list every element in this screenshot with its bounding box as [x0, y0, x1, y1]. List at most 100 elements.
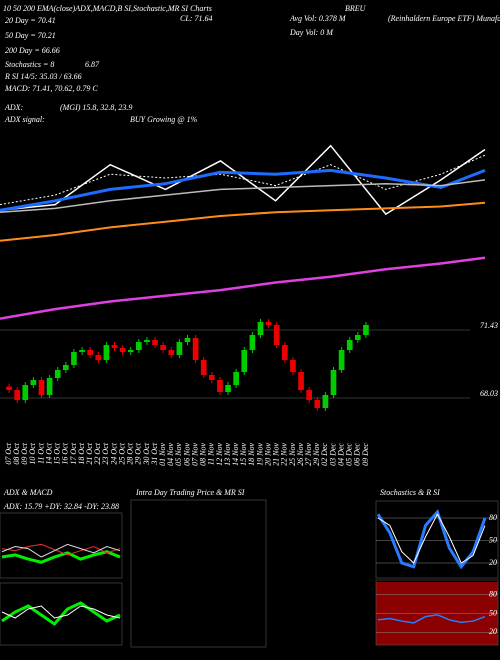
x-tick-label: 22 Oct [93, 442, 102, 464]
candle-body [200, 360, 207, 375]
candle-body [273, 325, 280, 345]
y-tick-label: 20 [489, 627, 497, 636]
candle-body [363, 325, 369, 335]
annotation: BREU [345, 4, 367, 13]
y-tick-label: 50 [489, 608, 497, 617]
x-tick-label: 13 Nov [223, 443, 232, 466]
series-line [377, 513, 486, 564]
candle-body [160, 345, 167, 350]
annotation: 10 50 200 EMA(close)ADX,MACD,B SI,Stocha… [3, 4, 212, 13]
x-tick-label: 23 Oct [101, 442, 110, 464]
annotation: ADX signal: [4, 115, 45, 124]
series-line [0, 201, 486, 242]
candle-body [62, 365, 69, 370]
series-line [0, 144, 486, 216]
annotation: 50 Day = 70.21 [5, 31, 56, 40]
candle-body [314, 400, 321, 408]
x-tick-label: 19 Nov [255, 443, 264, 466]
x-tick-label: 30 Oct [142, 442, 151, 465]
series-line [1, 550, 121, 564]
candle-body [103, 345, 110, 360]
x-tick-label: 06 Dec [353, 443, 362, 466]
panel-title: Intra Day Trading Price & MR SI [135, 488, 245, 497]
x-tick-label: 15 Nov [239, 443, 248, 466]
x-tick-label: 07 Oct [4, 442, 13, 464]
candle-body [322, 395, 329, 408]
x-tick-label: 03 Dec [328, 443, 337, 466]
x-tick-label: 11 Oct [36, 442, 45, 464]
x-tick-label: 29 Nov [312, 443, 321, 466]
x-tick-label: 18 Nov [247, 443, 256, 466]
candle-body [208, 375, 215, 380]
x-tick-label: 31 Oct [150, 442, 159, 465]
candle-body [330, 370, 337, 395]
panel-title: Stochastics & R SI [380, 488, 440, 497]
x-tick-label: 05 Nov [174, 443, 183, 466]
annotation: 20 Day = 70.41 [5, 16, 56, 25]
annotation: R SI 14/5: 35.03 / 63.66 [4, 72, 82, 81]
candle-body [152, 340, 158, 345]
series-line [0, 179, 486, 213]
x-tick-label: 12 Nov [215, 443, 224, 466]
candle-body [79, 350, 85, 352]
panel-frame [375, 500, 499, 579]
panel-frame [375, 579, 499, 646]
candle-body [127, 350, 134, 352]
candle-body [22, 385, 29, 400]
x-tick-label: 24 Oct [109, 442, 118, 464]
candle-body [38, 380, 45, 395]
candle-body [233, 372, 240, 385]
x-tick-label: 18 Oct [77, 442, 86, 464]
candle-body [346, 340, 353, 350]
candle-body [281, 345, 288, 360]
series-line [1, 601, 121, 626]
x-tick-label: 06 Nov [182, 443, 191, 466]
panel-frame [130, 499, 267, 648]
x-tick-label: 21 Oct [85, 442, 94, 464]
panel-subtitle: ADX: 15.79 +DY: 32.84 -DY: 23.88 [3, 502, 119, 511]
candle-body [290, 360, 296, 372]
y-tick-label: 80 [489, 589, 497, 598]
y-tick-label: 68.03 [480, 389, 498, 398]
x-tick-label: 09 Oct [20, 442, 29, 464]
candle-body [168, 350, 175, 355]
x-tick-label: 04 Nov [166, 443, 175, 466]
candle-body [249, 335, 256, 350]
y-tick-label: 50 [489, 535, 497, 544]
annotation: 6.87 [85, 60, 100, 69]
annotation: (MGI) 15.8, 32.8, 23.9 [60, 103, 132, 112]
series-line [377, 613, 486, 624]
x-tick-label: 08 Oct [12, 442, 21, 464]
candle-body [265, 322, 272, 325]
annotation: MACD: 71.41, 70.62, 0.79 C [4, 84, 98, 93]
annotation: Stochastics = 8 [5, 60, 54, 69]
x-tick-label: 07 Nov [190, 443, 199, 466]
candle-body [217, 380, 223, 392]
candle-body [54, 370, 61, 378]
x-tick-label: 20 Nov [263, 443, 272, 466]
candle-body [184, 338, 191, 342]
x-tick-label: 14 Nov [231, 443, 240, 466]
annotation: CL: 71.64 [180, 14, 212, 23]
annotation: 200 Day = 66.66 [5, 46, 60, 55]
x-tick-label: 25 Oct [117, 442, 126, 464]
candle-body [46, 378, 53, 395]
candle-body [119, 348, 126, 352]
series-line [1, 605, 121, 619]
panel-frame [0, 582, 123, 646]
candle-body [306, 390, 313, 400]
y-tick-label: 71.43 [480, 321, 498, 330]
x-tick-label: 29 Oct [134, 442, 143, 464]
x-tick-label: 01 Nov [158, 443, 167, 466]
panel-frame [0, 512, 123, 579]
x-tick-label: 08 Nov [199, 443, 208, 466]
x-tick-label: 09 Dec [361, 443, 370, 466]
candle-body [338, 350, 345, 370]
series-line [0, 256, 486, 320]
series-line [1, 543, 121, 558]
annotation: Avg Vol: 0.378 M [289, 14, 347, 23]
candle-body [6, 386, 12, 390]
candle-body [71, 352, 77, 365]
candle-body [30, 380, 37, 385]
x-tick-label: 04 Dec [336, 443, 345, 466]
